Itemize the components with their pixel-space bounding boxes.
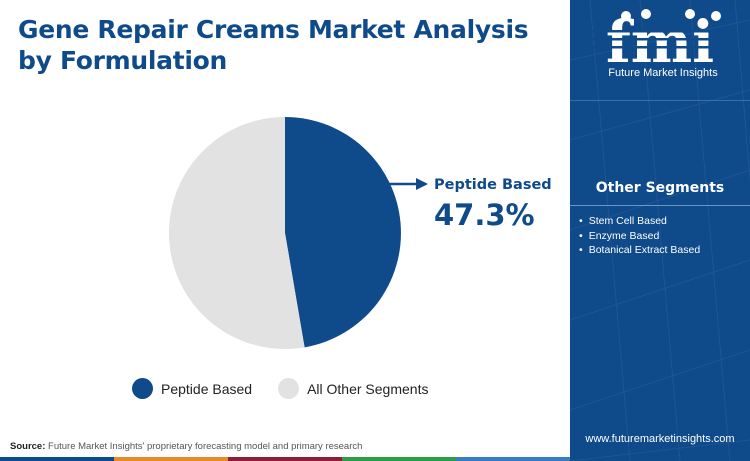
other-segments-heading: Other Segments xyxy=(595,180,725,196)
legend-label-peptide-based: Peptide Based xyxy=(161,380,253,397)
website-link[interactable]: www.futuremarketinsights.com xyxy=(585,433,735,445)
callout-arrow xyxy=(388,178,428,190)
pie-slice-peptide-based xyxy=(285,117,401,348)
brand-name: Future Market Insights xyxy=(608,67,718,79)
legend-label-all-other-segments: All Other Segments xyxy=(307,380,429,397)
source-label: Source: xyxy=(10,441,46,452)
brand-sidebar: fmi Future Market Insights Other Segment… xyxy=(570,0,750,461)
source-note: Source: Future Market Insights' propriet… xyxy=(10,441,362,452)
legend-swatch-peptide-based xyxy=(132,378,153,399)
bottom-color-bar xyxy=(0,457,570,461)
callout-segment-value: 47.3% xyxy=(434,198,535,232)
other-segment-item: Stem Cell Based xyxy=(579,214,700,229)
other-segment-item: Botanical Extract Based xyxy=(579,243,700,258)
pie-slices xyxy=(168,116,401,349)
legend-item-peptide-based: Peptide Based xyxy=(132,378,252,399)
pie-chart xyxy=(168,116,428,349)
chart-title: Gene Repair Creams Market Analysis by Fo… xyxy=(18,15,529,75)
chart-legend: Peptide Based All Other Segments xyxy=(132,378,454,399)
logo-stripes xyxy=(590,30,730,49)
logo-icons xyxy=(621,9,721,21)
sidebar-divider xyxy=(570,100,750,101)
other-segments-rule xyxy=(570,205,750,206)
callout-segment-label: Peptide Based xyxy=(434,177,552,193)
legend-swatch-all-other-segments xyxy=(278,378,300,399)
other-segment-item: Enzyme Based xyxy=(579,229,700,244)
other-segments-list: Stem Cell Based Enzyme Based Botanical E… xyxy=(579,214,700,258)
fmi-logo: fmi xyxy=(590,8,730,76)
legend-item-all-other-segments: All Other Segments xyxy=(278,378,428,399)
pie-slice-all-other-segments xyxy=(168,116,305,349)
source-text: Future Market Insights' proprietary fore… xyxy=(48,441,363,452)
